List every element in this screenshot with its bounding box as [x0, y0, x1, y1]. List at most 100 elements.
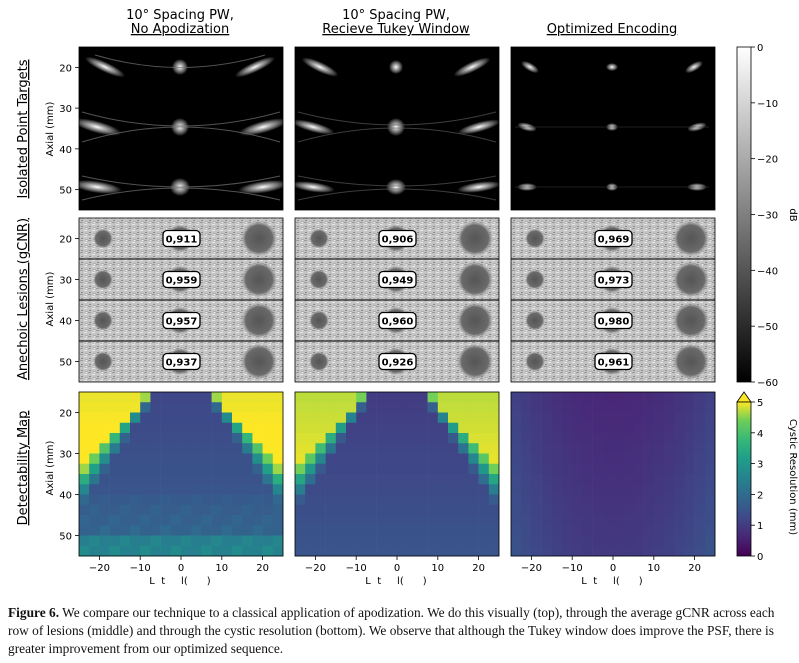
- heatmap-cell: [315, 535, 326, 547]
- heatmap-cell: [99, 474, 110, 485]
- lesion: [241, 220, 277, 257]
- heatmap-cell: [99, 422, 110, 434]
- heatmap-cell: [572, 535, 583, 547]
- heatmap-cell: [242, 433, 253, 444]
- heatmap-cell: [427, 412, 439, 424]
- heatmap-cell: [170, 463, 182, 475]
- heatmap-cell: [305, 494, 316, 506]
- heatmap-cell: [694, 515, 706, 526]
- heatmap-cell: [109, 402, 121, 413]
- heatmap-cell: [232, 484, 243, 495]
- heatmap-cell: [478, 504, 490, 516]
- heatmap-cell: [130, 412, 141, 424]
- heatmap-cell: [694, 504, 706, 516]
- heatmap-cell: [325, 392, 337, 403]
- heatmap-cell: [295, 402, 306, 413]
- heatmap-cell: [417, 504, 428, 516]
- heatmap-cell: [511, 422, 522, 434]
- heatmap-cell: [468, 433, 479, 444]
- heatmap-cell: [130, 433, 141, 444]
- heatmap-cell: [376, 453, 388, 465]
- heatmap-cell: [221, 474, 233, 485]
- heatmap-cell: [79, 535, 90, 547]
- heatmap-cell: [221, 545, 233, 557]
- heatmap-cell: [376, 443, 388, 454]
- heatmap-cell: [437, 515, 449, 526]
- heatmap-cell: [684, 545, 695, 557]
- heatmap-cell: [252, 535, 263, 547]
- heatmap-cell: [684, 484, 695, 495]
- heatmap-cell: [602, 474, 614, 485]
- heatmap-cell: [315, 494, 326, 506]
- x-axis-col-3: −20 −10 0 10 20: [521, 556, 701, 574]
- heatmap-cell: [335, 504, 347, 516]
- heatmap-cell: [427, 402, 439, 413]
- heatmap-cell: [170, 535, 182, 547]
- heatmap-cell: [592, 443, 604, 454]
- heatmap-cell: [346, 484, 357, 495]
- heatmap-cell: [488, 494, 500, 506]
- heatmap-cell: [211, 494, 223, 506]
- heatmap-cell: [562, 433, 573, 444]
- heatmap-cell: [592, 463, 604, 475]
- heatmap-cell: [232, 545, 243, 557]
- heatmap-cell: [623, 515, 634, 526]
- heatmap-cell: [613, 545, 624, 557]
- y-tick-label: 30: [59, 276, 72, 287]
- colorbar-res-label: Cystic Resolution (mm): [787, 419, 798, 535]
- heatmap-cell: [521, 504, 532, 516]
- heatmap-cell: [478, 443, 490, 454]
- heatmap-cell: [551, 515, 563, 526]
- heatmap-cell: [295, 422, 306, 434]
- heatmap-cell: [694, 525, 706, 536]
- heatmap-cell: [140, 535, 151, 547]
- heatmap-cell: [160, 515, 172, 526]
- heatmap-cell: [119, 494, 131, 506]
- lesion: [93, 269, 113, 290]
- heatmap-cell: [211, 504, 223, 516]
- heatmap-cell: [511, 525, 522, 536]
- row1-title: Isolated Point Targets: [16, 59, 31, 198]
- heatmap-cell: [335, 463, 347, 475]
- heatmap-cell: [407, 504, 418, 516]
- heatmap-cell: [653, 443, 665, 454]
- heatmap-cell: [366, 494, 377, 506]
- heatmap-cell: [252, 402, 263, 413]
- heatmap-cell: [366, 484, 377, 495]
- heatmap-cell: [478, 453, 490, 465]
- heatmap-cell: [272, 504, 284, 516]
- heatmap-cell: [181, 412, 192, 424]
- heatmap-cell: [521, 535, 532, 547]
- heatmap-cell: [664, 535, 675, 547]
- heatmap-cell: [232, 535, 243, 547]
- heatmap-cell: [109, 535, 121, 547]
- heatmap-cell: [653, 422, 665, 434]
- heatmap-cell: [89, 453, 100, 465]
- heatmap-cell: [262, 433, 274, 444]
- heatmap-cell: [551, 392, 563, 403]
- heatmap-cell: [521, 402, 532, 413]
- heatmap-cell: [572, 474, 583, 485]
- heatmap-cell: [633, 412, 644, 424]
- heatmap-cell: [397, 525, 408, 536]
- heatmap-cell: [140, 433, 151, 444]
- heatmap-cell: [488, 392, 500, 403]
- heatmap-cell: [582, 545, 593, 557]
- heatmap-cell: [181, 504, 192, 516]
- heatmap-cell: [386, 402, 398, 413]
- heatmap-cell: [232, 422, 243, 434]
- heatmap-cell: [99, 535, 110, 547]
- colorbar-db-tick: −20: [757, 155, 778, 166]
- heatmap-cell: [335, 402, 347, 413]
- heatmap-cell: [150, 474, 161, 485]
- heatmap-cell: [170, 402, 182, 413]
- heatmap-cell: [592, 484, 604, 495]
- heatmap-cell: [140, 402, 151, 413]
- heatmap-cell: [551, 433, 563, 444]
- heatmap-cell: [397, 443, 408, 454]
- heatmap-cell: [572, 402, 583, 413]
- heatmap-cell: [704, 525, 716, 536]
- heatmap-cell: [664, 453, 675, 465]
- col1-xlabel: L t l( ): [149, 576, 210, 587]
- heatmap-cell: [79, 494, 90, 506]
